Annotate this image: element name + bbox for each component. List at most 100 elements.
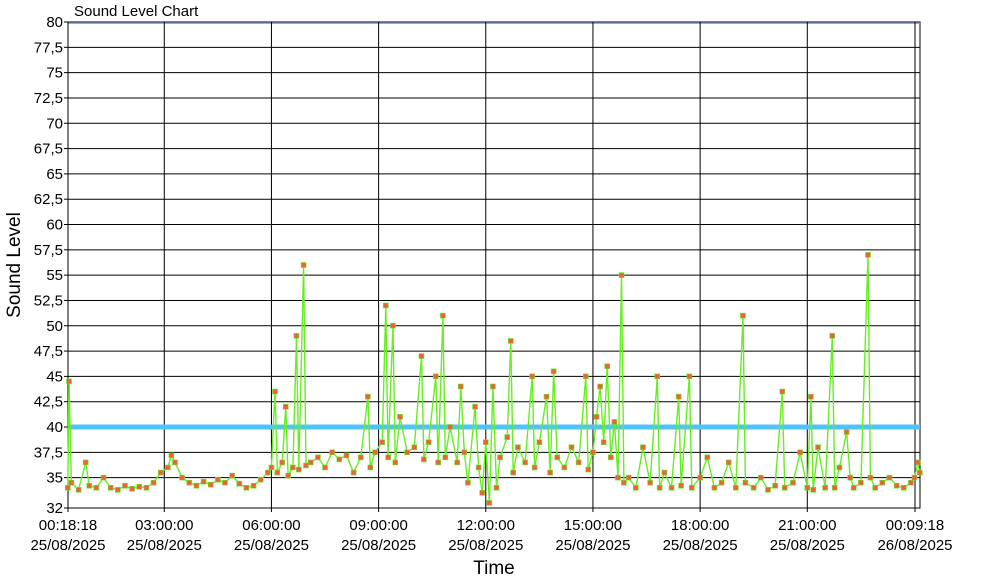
- x-tick-date-label: 25/08/2025: [555, 537, 630, 554]
- data-point-marker: [315, 454, 321, 461]
- y-tick-label: 37,5: [34, 444, 63, 461]
- data-point-marker: [604, 363, 611, 370]
- x-tick-date-label: 25/08/2025: [341, 537, 416, 554]
- data-point-marker: [900, 484, 907, 491]
- data-point-marker: [65, 484, 71, 491]
- data-point-marker: [250, 482, 257, 489]
- y-tick-label: 67,5: [34, 141, 63, 158]
- data-point-marker: [382, 302, 389, 309]
- y-tick-label: 72,5: [34, 90, 63, 107]
- data-point-marker: [336, 456, 343, 463]
- data-point-marker: [475, 464, 482, 471]
- data-point-marker: [322, 464, 328, 471]
- data-point-marker: [86, 482, 93, 489]
- data-point-marker: [243, 484, 250, 491]
- data-point-marker: [575, 459, 582, 466]
- x-tick-date-label: 25/08/2025: [127, 537, 202, 554]
- y-tick-label: 45: [46, 368, 63, 385]
- data-point-marker: [740, 312, 746, 319]
- data-point-marker: [68, 479, 75, 486]
- data-point-marker: [661, 469, 668, 476]
- data-point-marker: [300, 262, 307, 268]
- data-point-marker: [536, 439, 543, 445]
- data-point-marker: [447, 424, 453, 430]
- data-point-marker: [640, 444, 646, 451]
- data-point-marker: [129, 485, 135, 492]
- data-point-marker: [750, 484, 757, 491]
- data-point-marker: [442, 454, 449, 461]
- y-tick-label: 65: [46, 166, 63, 183]
- data-point-marker: [872, 484, 878, 491]
- data-point-marker: [372, 449, 378, 456]
- x-tick-time-label: 03:00:00: [135, 517, 193, 534]
- y-tick-label: 70: [46, 115, 63, 132]
- data-point-marker: [268, 464, 275, 471]
- data-point-marker: [886, 474, 893, 481]
- data-point-marker: [697, 474, 703, 481]
- data-point-marker: [222, 479, 228, 486]
- data-point-marker: [733, 484, 739, 491]
- data-point-marker: [454, 459, 461, 466]
- data-point-marker: [688, 484, 695, 491]
- data-point-marker: [343, 452, 350, 459]
- data-point-marker: [172, 459, 178, 466]
- data-point-marker: [411, 444, 418, 451]
- data-point-marker: [165, 464, 171, 471]
- y-tick-label: 52,5: [34, 292, 63, 309]
- data-point-marker: [597, 383, 603, 390]
- x-tick-time-label: 12:00:00: [457, 517, 515, 534]
- y-tick-label: 55: [46, 267, 63, 284]
- data-point-marker: [765, 486, 771, 493]
- data-point-marker: [810, 486, 817, 493]
- data-point-marker: [507, 338, 514, 344]
- series-line: [67, 254, 921, 504]
- y-tick-label: 57,5: [34, 242, 63, 259]
- data-point-marker: [668, 484, 675, 491]
- data-point-marker: [847, 474, 853, 481]
- data-point-marker: [590, 449, 596, 456]
- data-point-marker: [772, 482, 778, 489]
- y-tick-label: 40: [46, 419, 63, 436]
- data-point-marker: [350, 469, 357, 476]
- data-point-marker: [457, 383, 464, 390]
- data-point-marker: [633, 484, 639, 491]
- y-tick-label: 77,5: [34, 39, 63, 56]
- data-point-marker: [479, 490, 486, 496]
- y-tick-label: 60: [46, 217, 63, 234]
- y-tick-label: 50: [46, 318, 63, 335]
- data-point-marker: [66, 378, 72, 385]
- data-point-marker: [404, 449, 410, 456]
- data-point-marker: [486, 500, 493, 506]
- data-point-marker: [493, 484, 500, 491]
- data-point-marker: [107, 484, 114, 491]
- data-point-marker: [621, 479, 627, 486]
- data-point-marker: [790, 479, 796, 486]
- data-point-marker: [257, 476, 264, 483]
- data-point-marker: [608, 454, 614, 461]
- data-point-marker: [379, 439, 385, 445]
- data-point-marker: [296, 466, 302, 473]
- data-point-marker: [168, 452, 175, 459]
- data-point-marker: [917, 469, 923, 476]
- data-point-marker: [329, 449, 335, 456]
- data-point-marker: [718, 479, 725, 486]
- data-point-marker: [647, 479, 653, 486]
- data-point-marker: [482, 439, 489, 445]
- data-point-marker: [418, 353, 425, 359]
- x-tick-labels: 00:18:18 25/08/2025 03:00:00 25/08/2025 06:0…: [30, 517, 952, 554]
- data-point-marker: [115, 486, 121, 493]
- x-tick-date-label: 25/08/2025: [663, 537, 738, 554]
- data-point-marker: [179, 474, 185, 481]
- x-axis-title: Time: [473, 558, 515, 579]
- data-point-marker: [285, 472, 291, 479]
- data-point-marker: [461, 449, 468, 456]
- x-tick-time-label: 00:09:18: [886, 517, 944, 534]
- data-point-marker: [865, 252, 871, 258]
- data-point-marker: [831, 484, 838, 491]
- data-point-marker: [808, 393, 814, 400]
- data-point-marker: [915, 459, 921, 466]
- data-point-marker: [122, 482, 128, 489]
- data-point-marker: [615, 474, 621, 481]
- data-point-marker: [490, 383, 496, 390]
